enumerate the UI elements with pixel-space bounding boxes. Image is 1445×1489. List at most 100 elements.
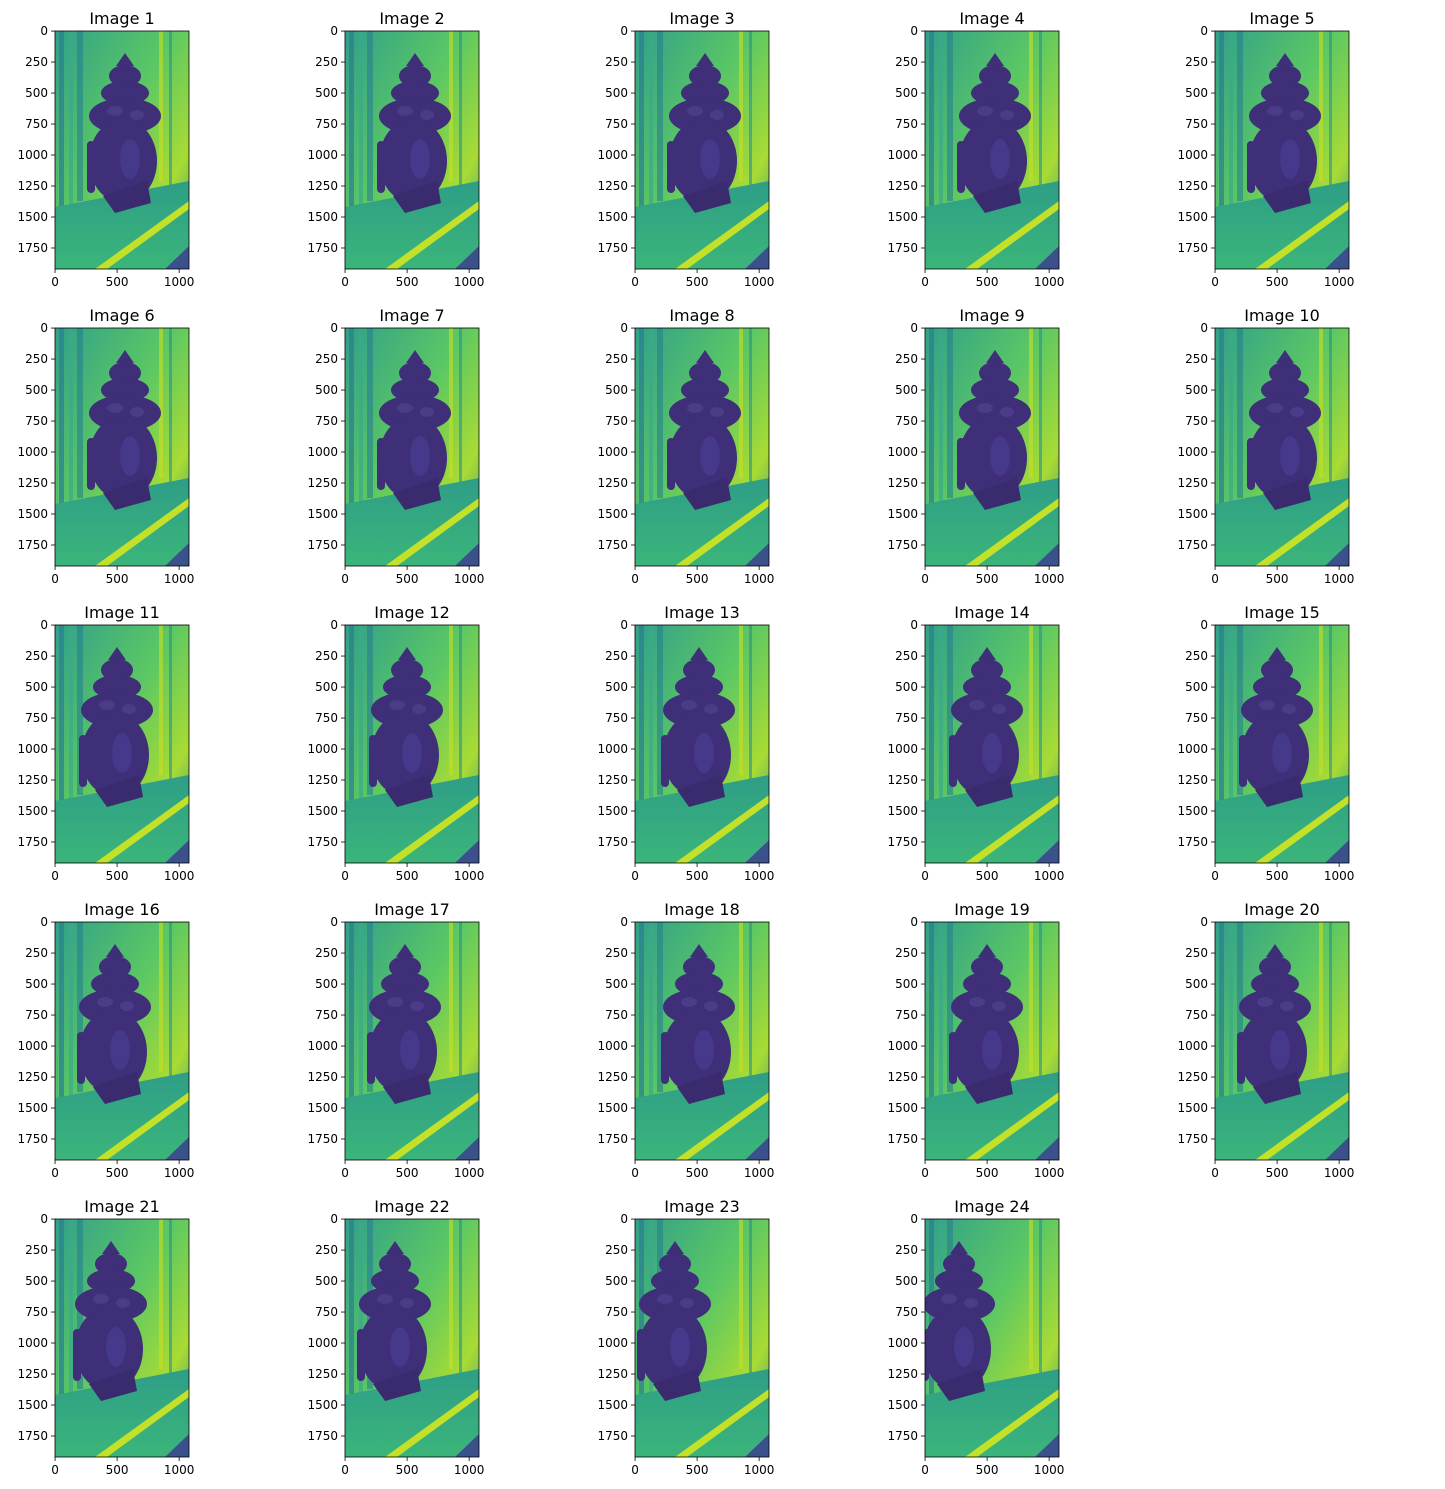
y-tick-label: 500	[25, 86, 48, 100]
axes-frame	[344, 1218, 480, 1458]
subplot-title: Image 3	[669, 9, 734, 28]
x-tick-label: 1000	[744, 572, 775, 586]
y-tick-label: 1750	[597, 241, 628, 255]
y-tick-label: 500	[1185, 383, 1208, 397]
x-tick-label: 1000	[454, 1166, 485, 1180]
y-tick-label: 500	[25, 1274, 48, 1288]
y-tick-label: 0	[330, 321, 338, 335]
x-tick-label: 1000	[1034, 1463, 1065, 1477]
y-tick-label: 1750	[887, 1132, 918, 1146]
x-tick-label: 500	[396, 1166, 419, 1180]
y-tick-label: 750	[605, 711, 628, 725]
y-tick-label: 1750	[17, 538, 48, 552]
subplot-title: Image 16	[84, 900, 160, 919]
x-tick-label: 1000	[164, 572, 195, 586]
axes-frame	[344, 327, 480, 567]
axes-frame	[634, 30, 770, 270]
y-tick-label: 0	[1200, 24, 1208, 38]
subplot-title: Image 17	[374, 900, 450, 919]
y-tick-label: 1500	[1177, 1101, 1208, 1115]
y-tick-label: 0	[40, 915, 48, 929]
subplot-title: Image 4	[959, 9, 1024, 28]
axes-frame	[924, 921, 1060, 1161]
y-tick-label: 750	[605, 414, 628, 428]
image	[55, 922, 189, 1160]
y-tick-label: 250	[25, 946, 48, 960]
y-tick-label: 500	[1185, 86, 1208, 100]
y-tick-label: 0	[910, 24, 918, 38]
y-tick-label: 0	[620, 915, 628, 929]
y-tick-label: 1750	[307, 1132, 338, 1146]
image	[55, 1219, 189, 1457]
x-tick-label: 0	[631, 1166, 639, 1180]
x-tick-label: 0	[341, 572, 349, 586]
y-tick-label: 1750	[887, 1429, 918, 1443]
x-tick-label: 1000	[1034, 572, 1065, 586]
image	[55, 31, 189, 269]
axes-frame	[924, 30, 1060, 270]
y-tick-label: 1750	[307, 241, 338, 255]
y-tick-label: 250	[605, 649, 628, 663]
x-tick-label: 0	[1211, 572, 1219, 586]
y-tick-label: 250	[605, 946, 628, 960]
y-tick-label: 500	[605, 680, 628, 694]
y-tick-label: 1250	[1177, 476, 1208, 490]
subplot-title: Image 21	[84, 1197, 160, 1216]
y-tick-label: 500	[25, 680, 48, 694]
y-tick-label: 1500	[887, 804, 918, 818]
y-tick-label: 0	[620, 24, 628, 38]
y-tick-label: 1750	[597, 538, 628, 552]
axes-frame	[54, 327, 190, 567]
y-tick-label: 750	[315, 414, 338, 428]
y-tick-label: 1500	[1177, 804, 1208, 818]
y-tick-label: 500	[25, 383, 48, 397]
y-tick-label: 500	[315, 1274, 338, 1288]
y-tick-label: 1500	[597, 804, 628, 818]
x-tick-label: 0	[341, 1463, 349, 1477]
y-tick-label: 0	[910, 321, 918, 335]
x-tick-label: 1000	[1324, 572, 1355, 586]
x-tick-label: 0	[1211, 869, 1219, 883]
image	[925, 1219, 1059, 1457]
y-tick-label: 250	[315, 649, 338, 663]
y-tick-label: 250	[1185, 352, 1208, 366]
subplot-title: Image 12	[374, 603, 450, 622]
y-tick-label: 0	[1200, 321, 1208, 335]
subplot-title: Image 14	[954, 603, 1030, 622]
y-tick-label: 1000	[597, 1039, 628, 1053]
y-tick-label: 1000	[1177, 1039, 1208, 1053]
y-tick-label: 0	[1200, 915, 1208, 929]
x-tick-label: 0	[51, 275, 59, 289]
y-tick-label: 1500	[597, 1101, 628, 1115]
y-tick-label: 1250	[887, 476, 918, 490]
y-tick-label: 1500	[17, 1398, 48, 1412]
y-tick-label: 1750	[1177, 538, 1208, 552]
y-tick-label: 1000	[887, 1336, 918, 1350]
x-tick-label: 1000	[1034, 869, 1065, 883]
subplot-title: Image 9	[959, 306, 1024, 325]
y-tick-label: 500	[895, 383, 918, 397]
subplot-title: Image 24	[954, 1197, 1030, 1216]
y-tick-label: 1000	[597, 445, 628, 459]
x-tick-label: 1000	[744, 869, 775, 883]
x-tick-label: 1000	[454, 1463, 485, 1477]
y-tick-label: 750	[315, 117, 338, 131]
y-tick-label: 500	[315, 680, 338, 694]
y-tick-label: 1250	[307, 1367, 338, 1381]
y-tick-label: 1500	[307, 1101, 338, 1115]
y-tick-label: 1500	[887, 1398, 918, 1412]
y-tick-label: 1500	[307, 210, 338, 224]
y-tick-label: 0	[40, 24, 48, 38]
image	[345, 1219, 479, 1457]
y-tick-label: 1250	[17, 773, 48, 787]
y-tick-label: 500	[315, 383, 338, 397]
image	[1215, 625, 1349, 863]
y-tick-label: 500	[895, 680, 918, 694]
x-tick-label: 500	[106, 1463, 129, 1477]
x-tick-label: 500	[976, 869, 999, 883]
x-tick-label: 0	[341, 869, 349, 883]
y-tick-label: 1750	[597, 1429, 628, 1443]
axes-frame	[344, 921, 480, 1161]
y-tick-label: 0	[910, 915, 918, 929]
y-tick-label: 1250	[17, 1070, 48, 1084]
